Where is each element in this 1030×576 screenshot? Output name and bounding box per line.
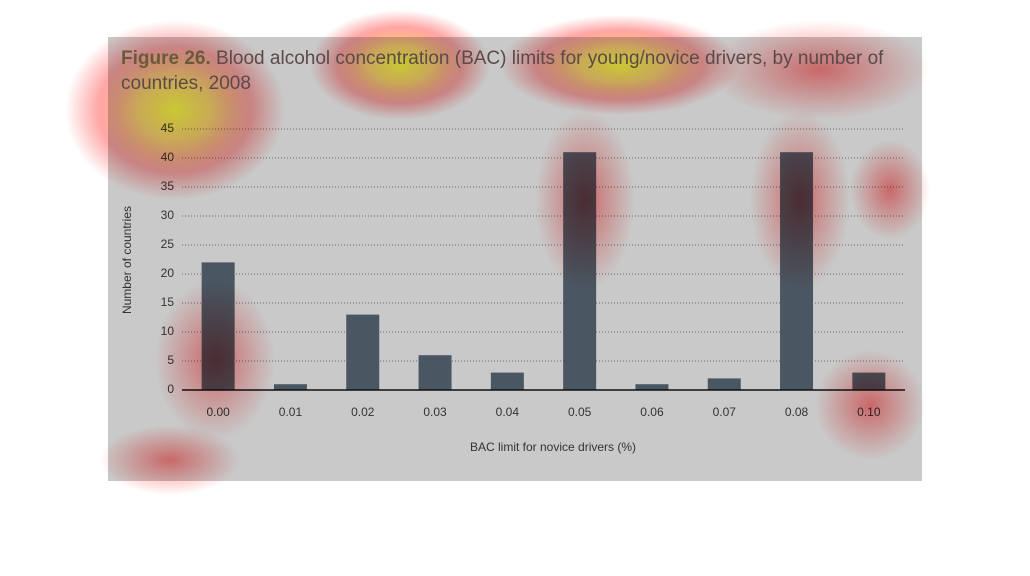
y-tick-label: 35 [161,179,175,193]
bar [201,262,235,390]
x-tick-label: 0.06 [640,405,664,419]
x-tick-label: 0.01 [279,405,303,419]
y-tick-label: 5 [167,353,174,367]
y-tick-label: 10 [161,324,175,338]
y-tick-label: 0 [167,382,174,396]
title-text: Blood alcohol concentration (BAC) limits… [121,48,884,94]
chart-title: Figure 26. Blood alcohol concentration (… [121,46,901,96]
x-tick-label: 0.10 [857,405,881,419]
bar [707,378,741,390]
bar [346,314,380,390]
bar [273,384,307,390]
bar [852,372,886,390]
y-tick-label: 45 [161,121,175,135]
x-tick-label: 0.02 [351,405,375,419]
x-tick-label: 0.03 [423,405,447,419]
bar [563,152,597,390]
bar [418,355,452,390]
bar [780,152,814,390]
y-tick-label: 20 [161,266,175,280]
y-tick-label: 15 [161,295,175,309]
y-tick-label: 30 [161,208,175,222]
bar [635,384,669,390]
y-axis-label: Number of countries [120,206,134,314]
figure-label: Figure 26. [121,48,211,69]
x-tick-label: 0.00 [206,405,230,419]
x-tick-label: 0.08 [785,405,809,419]
x-tick-label: 0.07 [713,405,737,419]
y-tick-label: 40 [161,150,175,164]
x-tick-label: 0.04 [496,405,520,419]
x-tick-label: 0.05 [568,405,592,419]
y-tick-label: 25 [161,237,175,251]
bar [490,372,524,390]
x-axis-label: BAC limit for novice drivers (%) [470,440,636,454]
